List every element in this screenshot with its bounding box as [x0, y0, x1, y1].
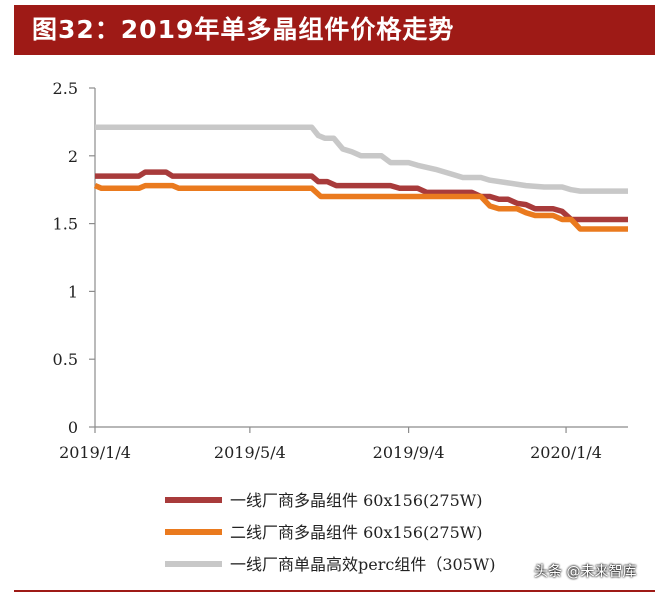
y-tick-label: 2.5 — [53, 79, 78, 98]
series-line-2 — [93, 182, 628, 232]
x-tick-label: 2019/1/4 — [59, 443, 131, 462]
y-tick-label: 1.5 — [53, 215, 78, 234]
title-bar: 图32：2019年单多晶组件价格走势 — [14, 5, 655, 55]
legend-label: 二线厂商多晶组件 60x156(275W) — [230, 523, 482, 542]
page-title: 图32：2019年单多晶组件价格走势 — [32, 15, 455, 44]
y-tick-label: 0 — [68, 418, 78, 437]
y-tick-label: 2 — [68, 147, 78, 166]
series-lines — [93, 124, 628, 232]
legend-label: 一线厂商多晶组件 60x156(275W) — [230, 491, 482, 510]
x-tick-label: 2019/9/4 — [373, 443, 445, 462]
y-tick-label: 1 — [68, 282, 78, 301]
bottom-rule — [14, 590, 655, 592]
legend: 一线厂商多晶组件 60x156(275W) 二线厂商多晶组件 60x156(275… — [165, 491, 496, 574]
x-axis: 2019/1/4 2019/5/4 2019/9/4 2020/1/4 — [59, 426, 628, 462]
series-line-3 — [95, 124, 628, 194]
watermark: 头条 @未来智库 — [534, 564, 637, 580]
x-tick-label: 2020/1/4 — [530, 443, 602, 462]
x-tick-label: 2019/5/4 — [214, 443, 286, 462]
legend-label: 一线厂商单晶高效perc组件（305W) — [230, 555, 496, 574]
y-tick-label: 0.5 — [53, 350, 78, 369]
y-axis: 0 0.5 1 1.5 2 2.5 — [53, 79, 96, 437]
series-line-1 — [95, 169, 628, 223]
